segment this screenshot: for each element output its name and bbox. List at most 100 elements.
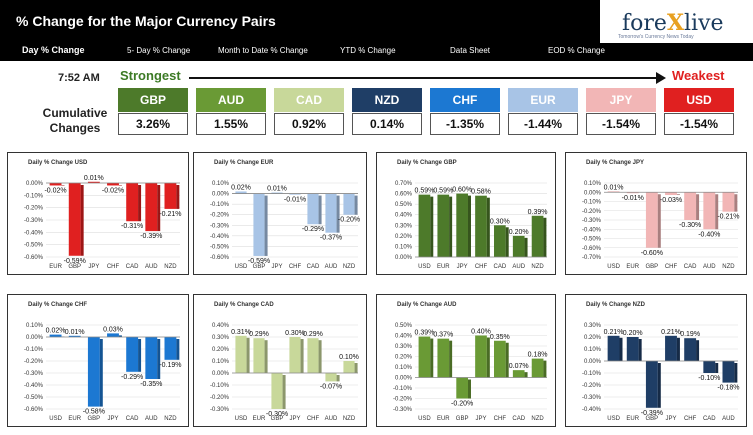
tab-bar: Day % Change 5- Day % Change Month to Da… xyxy=(0,43,753,61)
bar-face xyxy=(475,335,487,378)
data-label: -0.30% xyxy=(266,411,288,418)
x-tick-label: EUR xyxy=(626,416,639,422)
currency-card-gbp: GBP 3.26% xyxy=(118,88,188,135)
x-tick-label: NZD xyxy=(722,264,735,270)
data-label: -0.07% xyxy=(320,383,342,390)
chart-panel-gbp[interactable]: Daily % Change GBP 0.70% 0.60% 0.50% 0.40% 0… xyxy=(376,152,556,275)
chart-panel-cad[interactable]: Daily % Change CAD 0.40% 0.30% 0.20% 0.10% 0… xyxy=(193,294,367,427)
data-label: -0.01% xyxy=(284,197,306,204)
bar-face xyxy=(703,361,716,373)
chart-panel-jpy[interactable]: Daily % Change JPY 0.10% 0.00% -0.10% -0.20… xyxy=(565,152,747,275)
data-label: 0.31% xyxy=(231,329,251,336)
tab-ytd-change[interactable]: YTD % Change xyxy=(340,46,396,55)
bar-side xyxy=(354,363,358,373)
bar-face xyxy=(145,337,158,379)
forexlive-logo[interactable]: foreXlive Tomorrow's Currency News Today xyxy=(612,6,732,44)
bar-face xyxy=(531,215,544,257)
bar-face xyxy=(607,335,620,361)
data-label: -0.59% xyxy=(64,258,86,265)
data-label: -0.10% xyxy=(698,375,720,382)
data-label: -0.39% xyxy=(140,233,162,240)
y-tick-label: 0.30% xyxy=(395,344,413,350)
bar-usd xyxy=(607,335,623,361)
y-tick-label: -0.70% xyxy=(582,255,602,261)
bar-eur xyxy=(626,192,639,194)
x-tick-label: AUD xyxy=(512,264,525,270)
currency-code: NZD xyxy=(352,88,422,112)
bar-eur xyxy=(437,338,453,378)
logo-text-prefix: fore xyxy=(622,11,667,36)
bar-face xyxy=(164,183,177,209)
bar-face xyxy=(437,338,450,378)
bar-side xyxy=(734,194,738,212)
y-tick-label: 0.30% xyxy=(212,335,230,341)
top-banner: % Change for the Major Currency Pairs fo… xyxy=(0,0,753,61)
bar-cad xyxy=(703,361,719,373)
bar-side xyxy=(176,339,180,360)
logo-tagline: Tomorrow's Currency News Today xyxy=(618,34,694,40)
bar-eur xyxy=(626,337,642,361)
bar-face xyxy=(87,181,100,183)
chart-title-usd: Daily % Change USD xyxy=(28,160,88,166)
bar-side xyxy=(524,237,528,257)
bar-jpy xyxy=(289,337,304,373)
y-tick-label: -0.60% xyxy=(24,255,44,261)
tab-data-sheet[interactable]: Data Sheet xyxy=(450,46,491,55)
tab-5-day-change[interactable]: 5- Day % Change xyxy=(127,46,191,55)
currency-card-aud: AUD 1.55% xyxy=(196,88,266,135)
x-tick-label: AUD xyxy=(722,416,735,422)
y-tick-label: -0.20% xyxy=(210,213,230,219)
tab-eod-change[interactable]: EOD % Change xyxy=(548,46,605,55)
x-tick-label: CHF xyxy=(494,416,507,422)
y-tick-label: -0.30% xyxy=(24,371,44,377)
bar-jpy xyxy=(107,333,122,337)
y-tick-label: 0.30% xyxy=(584,323,602,329)
x-tick-label: USD xyxy=(418,264,431,270)
bar-side xyxy=(430,338,434,378)
chart-panel-nzd[interactable]: Daily % Change NZD 0.30% 0.20% 0.10% 0.00% -… xyxy=(565,294,747,427)
bar-eur xyxy=(49,183,65,186)
x-tick-label: EUR xyxy=(437,264,450,270)
data-label: 0.59% xyxy=(414,188,434,195)
y-tick-label: 0.40% xyxy=(395,213,413,219)
data-label: -0.35% xyxy=(140,381,162,388)
x-tick-label: CHF xyxy=(665,264,678,270)
y-tick-label: 0.00% xyxy=(395,376,413,382)
x-tick-label: USD xyxy=(418,416,431,422)
bar-face xyxy=(494,225,506,257)
y-tick-label: 0.10% xyxy=(212,359,230,365)
chart-panel-aud[interactable]: Daily % Change AUD 0.50% 0.40% 0.30% 0.20% 0… xyxy=(376,294,556,427)
y-tick-label: -0.20% xyxy=(393,397,413,403)
chart-panel-chf[interactable]: Daily % Change CHF 0.10% 0.00% -0.10% -0.20… xyxy=(7,294,189,427)
x-tick-label: JPY xyxy=(271,264,282,270)
bar-face xyxy=(68,335,81,337)
bar-nzd xyxy=(343,193,358,215)
bar-side xyxy=(467,379,471,399)
tab-day-change[interactable]: Day % Change xyxy=(22,45,85,55)
bar-face xyxy=(145,183,158,232)
bar-face xyxy=(512,370,525,378)
x-tick-label: AUD xyxy=(325,416,338,422)
tab-month-to-date-change[interactable]: Month to Date % Change xyxy=(218,46,308,55)
bar-face xyxy=(494,340,506,378)
chart-svg-eur: 0.10% 0.00% -0.10% -0.20% -0.30% -0.40% -0.50%… xyxy=(210,181,360,270)
chart-svg-cad: 0.40% 0.30% 0.20% 0.10% 0.00% -0.10% -0.20% -0.… xyxy=(210,323,359,422)
data-label: -0.18% xyxy=(717,385,739,392)
y-tick-label: 0.10% xyxy=(395,244,413,250)
y-tick-label: 0.10% xyxy=(584,347,602,353)
data-label: 0.02% xyxy=(46,328,66,335)
y-tick-label: 0.10% xyxy=(395,365,413,371)
bar-side xyxy=(246,337,250,373)
bar-side xyxy=(430,196,434,257)
data-label: 0.20% xyxy=(623,330,643,337)
bar-eur xyxy=(253,338,268,373)
bar-gbp xyxy=(68,183,84,256)
y-tick-label: -0.50% xyxy=(582,237,602,243)
chart-panel-eur[interactable]: Daily % Change EUR 0.10% 0.00% -0.10% -0.20… xyxy=(193,152,367,275)
chart-panel-usd[interactable]: Daily % Change USD 0.00% -0.10% -0.20% -0.3… xyxy=(7,152,189,275)
bar-face xyxy=(722,192,735,212)
bar-face xyxy=(418,194,431,257)
y-tick-label: 0.50% xyxy=(395,323,413,329)
data-label: 0.40% xyxy=(471,329,491,336)
bar-side xyxy=(486,337,490,378)
